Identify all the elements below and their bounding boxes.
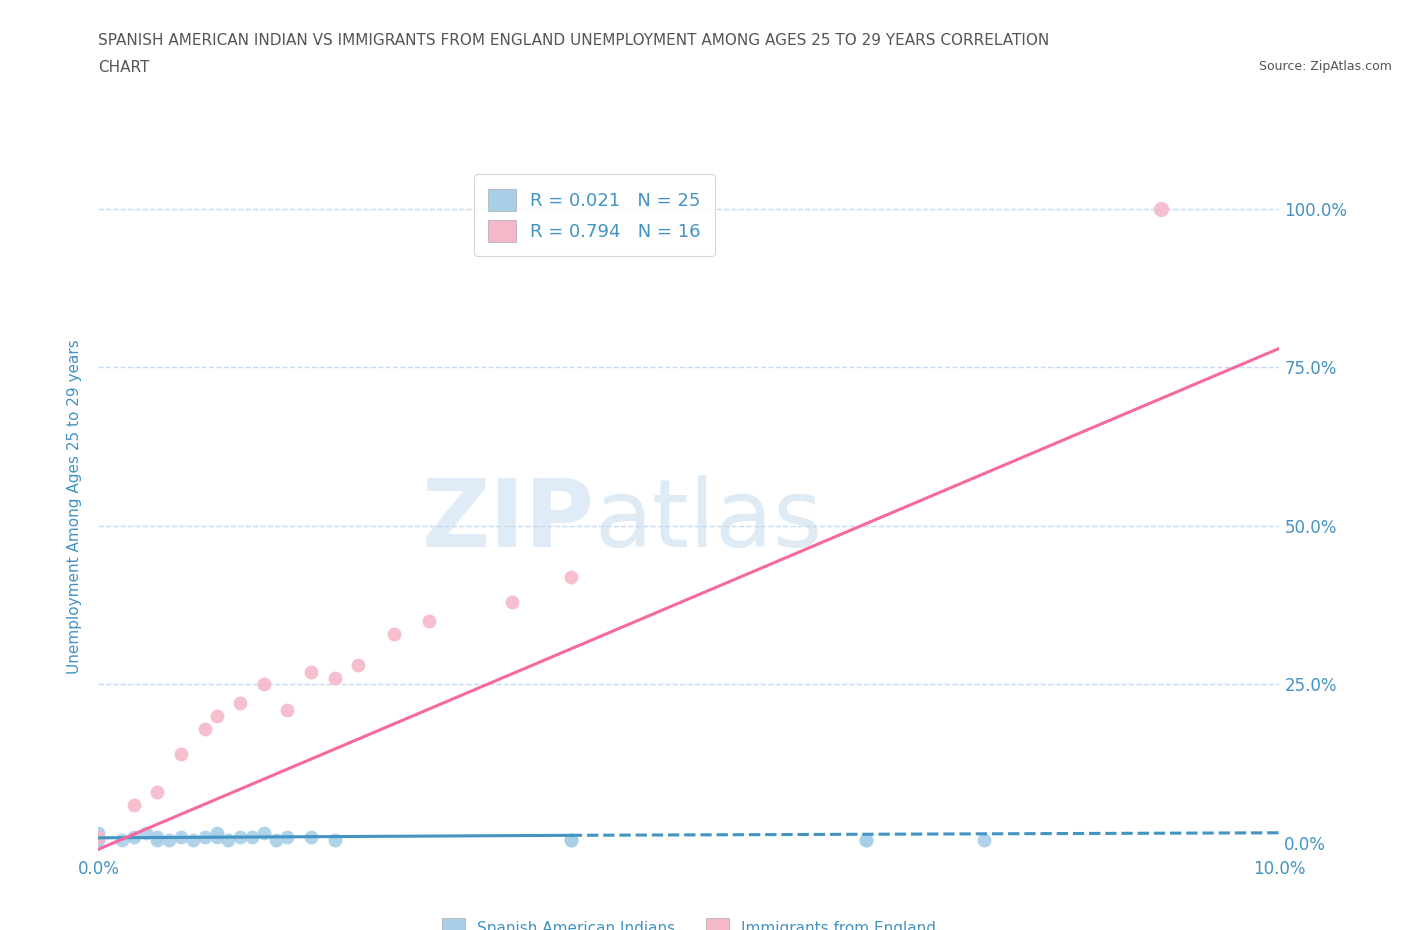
Point <box>135 826 157 841</box>
Point <box>264 832 287 847</box>
Point <box>276 702 298 717</box>
Point <box>157 832 180 847</box>
Point <box>146 832 169 847</box>
Point <box>111 832 134 847</box>
Point <box>560 569 582 584</box>
Point <box>122 830 145 844</box>
Text: ZIP: ZIP <box>422 475 595 566</box>
Text: atlas: atlas <box>595 475 823 566</box>
Point <box>855 832 877 847</box>
Point <box>146 830 169 844</box>
Point <box>323 671 346 685</box>
Point <box>501 594 523 609</box>
Point <box>205 826 228 841</box>
Point <box>347 658 370 672</box>
Point <box>253 826 276 841</box>
Text: SPANISH AMERICAN INDIAN VS IMMIGRANTS FROM ENGLAND UNEMPLOYMENT AMONG AGES 25 TO: SPANISH AMERICAN INDIAN VS IMMIGRANTS FR… <box>98 33 1050 47</box>
Point <box>217 832 239 847</box>
Point <box>382 626 405 641</box>
Point <box>170 830 193 844</box>
Point <box>323 832 346 847</box>
Point <box>122 797 145 812</box>
Point <box>170 747 193 762</box>
Point <box>205 830 228 844</box>
Point <box>299 664 322 679</box>
Point <box>181 832 204 847</box>
Point <box>87 830 110 844</box>
Point <box>87 832 110 847</box>
Point <box>194 830 217 844</box>
Point <box>418 614 440 629</box>
Point <box>87 826 110 841</box>
Point <box>229 696 252 711</box>
Point <box>1150 202 1173 217</box>
Legend: Spanish American Indians, Immigrants from England: Spanish American Indians, Immigrants fro… <box>436 912 942 930</box>
Y-axis label: Unemployment Among Ages 25 to 29 years: Unemployment Among Ages 25 to 29 years <box>67 339 83 674</box>
Point <box>973 832 995 847</box>
Point <box>560 832 582 847</box>
Text: Source: ZipAtlas.com: Source: ZipAtlas.com <box>1258 60 1392 73</box>
Point <box>276 830 298 844</box>
Text: CHART: CHART <box>98 60 150 75</box>
Point <box>560 832 582 847</box>
Point <box>194 722 217 737</box>
Point <box>87 830 110 844</box>
Point <box>229 830 252 844</box>
Point <box>205 709 228 724</box>
Point <box>855 832 877 847</box>
Point <box>299 830 322 844</box>
Point <box>240 830 263 844</box>
Point <box>146 785 169 800</box>
Point <box>253 677 276 692</box>
